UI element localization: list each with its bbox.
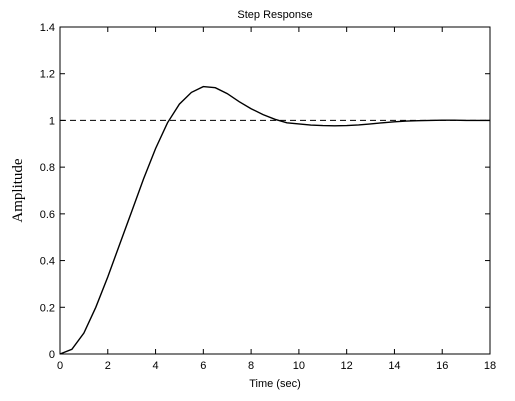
y-tick-label: 1 — [49, 115, 55, 127]
x-tick-label: 4 — [152, 360, 158, 372]
x-tick-label: 0 — [57, 360, 63, 372]
y-axis-label: Amplitude — [10, 158, 26, 223]
x-tick-label: 12 — [341, 360, 353, 372]
y-tick-label: 0.2 — [40, 302, 55, 314]
x-axis-label: Time (sec) — [249, 378, 301, 390]
x-axis-ticks: 0 2 4 6 8 10 12 14 16 18 — [57, 27, 496, 372]
y-tick-label: 0.6 — [40, 209, 55, 221]
y-tick-label: 0 — [49, 349, 55, 361]
plot-area-frame — [59, 26, 491, 355]
step-response-line — [59, 85, 490, 355]
x-tick-label: 14 — [388, 360, 400, 372]
x-tick-label: 6 — [200, 360, 206, 372]
y-tick-label: 1.4 — [40, 22, 55, 34]
x-tick-label: 2 — [105, 360, 111, 372]
y-tick-label: 1.2 — [40, 69, 55, 81]
x-tick-label: 16 — [436, 360, 448, 372]
chart-title: Step Response — [237, 9, 312, 21]
x-tick-label: 10 — [293, 360, 305, 372]
x-tick-label: 8 — [248, 360, 254, 372]
y-tick-label: 0.8 — [40, 162, 55, 174]
y-axis-ticks: 0 0.2 0.4 0.6 0.8 1 1.2 1.4 — [40, 22, 490, 361]
x-tick-label: 18 — [484, 360, 496, 372]
y-tick-label: 0.4 — [40, 256, 55, 268]
